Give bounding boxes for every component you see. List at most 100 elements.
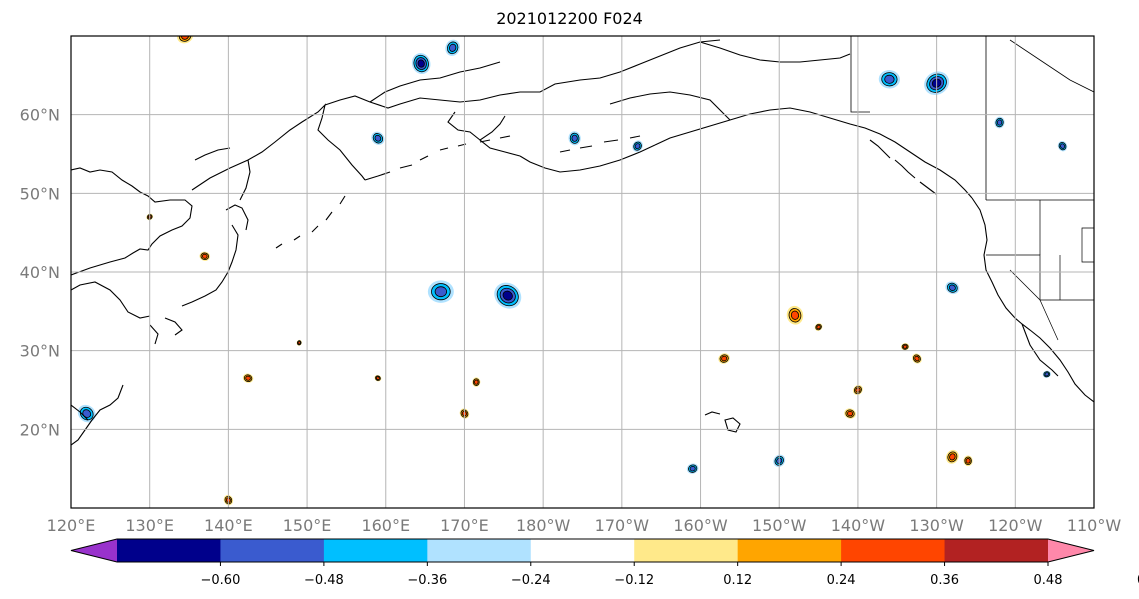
colorbar-label: −0.12 [614, 573, 654, 588]
y-tick-label: 60°N [20, 106, 60, 125]
anomaly-contour-fill [1060, 143, 1066, 149]
anomaly-contour-fill [996, 119, 1003, 126]
anomaly-feature [445, 39, 460, 56]
colorbar: −0.60 −0.48 −0.36 −0.24 −0.12 0.12 0.24 0.36 0.4… [70, 538, 1139, 588]
anomaly-contour-fill [434, 286, 448, 298]
colorbar-segment [117, 539, 221, 562]
anomaly-contour-fill [502, 290, 513, 301]
anomaly-contour-fill [202, 253, 208, 259]
x-tick-label: 130°E [125, 516, 174, 535]
colorbar-label: 0.12 [723, 573, 752, 588]
colorbar-extend-high [1048, 539, 1094, 562]
x-tick-label: 160°E [361, 516, 410, 535]
anomaly-contour-fill [884, 74, 895, 84]
anomaly-feature [1057, 140, 1068, 152]
colorbar-segment [323, 539, 428, 562]
map-title: 2021012200 F024 [496, 9, 643, 28]
anomaly-contour-fill [634, 143, 641, 150]
anomaly-contour-fill [449, 43, 457, 52]
colorbar-segment [427, 539, 532, 562]
anomaly-feature [946, 449, 959, 464]
colorbar-segment [737, 539, 842, 562]
x-tick-label: 150°E [283, 516, 332, 535]
x-tick-label: 170°E [440, 516, 489, 535]
y-tick-label: 30°N [20, 342, 60, 361]
x-tick-label: 180°W [516, 516, 571, 535]
anomaly-contour-fill [474, 379, 479, 385]
anomaly-contour-fill [914, 355, 920, 362]
y-tick-label: 20°N [20, 420, 60, 439]
anomaly-feature [199, 251, 211, 261]
anomaly-feature [296, 339, 302, 346]
anomaly-feature [494, 282, 522, 309]
anomaly-feature [632, 140, 643, 152]
colorbar-label: 0.36 [930, 573, 959, 588]
anomaly-feature [814, 323, 823, 331]
anomaly-feature [878, 70, 901, 89]
x-tick-label: 110°W [1067, 516, 1122, 535]
anomaly-feature [242, 373, 254, 383]
anomaly-feature [371, 131, 385, 145]
anomaly-contour-fill [949, 453, 956, 461]
anomaly-feature [77, 404, 96, 423]
anomaly-feature [427, 280, 454, 303]
colorbar-segment [220, 539, 325, 562]
colorbar-segment [841, 539, 946, 562]
anomaly-feature [786, 305, 804, 325]
anomaly-contour-fill [417, 59, 425, 68]
anomaly-contour-fill [245, 375, 251, 381]
x-tick-label: 120°W [988, 516, 1043, 535]
anomaly-contour-layer [77, 36, 1068, 506]
x-tick-label: 130°W [909, 516, 964, 535]
colorbar-segment [944, 539, 1049, 562]
anomaly-contour-fill [965, 458, 971, 464]
anomaly-contour-fill [297, 341, 301, 345]
anomaly-contour-fill [816, 324, 821, 330]
graticule-grid [71, 36, 1094, 508]
x-tick-label: 120°E [47, 516, 96, 535]
anomaly-contour-fill [571, 134, 578, 142]
x-tick-label: 140°W [831, 516, 886, 535]
anomaly-feature [568, 131, 581, 146]
anomaly-feature [374, 375, 382, 382]
anomaly-contour-fill [790, 310, 800, 320]
anomaly-feature [945, 281, 960, 295]
anomaly-feature [411, 53, 431, 75]
anomaly-feature [686, 463, 699, 474]
colorbar-extend-low [71, 539, 117, 562]
anomaly-contour-fill [847, 410, 854, 417]
axis-ticks: 120°E 130°E 140°E 150°E 160°E 170°E 180°W 170°W… [20, 106, 1122, 535]
anomaly-contour-fill [1044, 372, 1050, 377]
plot-frame [70, 35, 1095, 509]
anomaly-feature [844, 408, 856, 419]
colorbar-label: 0.60 [1137, 573, 1139, 588]
x-tick-label: 150°W [752, 516, 807, 535]
anomaly-contour-fill [948, 284, 956, 291]
colorbar-segment [530, 539, 635, 562]
colorbar-outline [70, 538, 1095, 563]
anomaly-contour-fill [721, 355, 728, 362]
x-tick-label: 140°E [204, 516, 253, 535]
colorbar-label: −0.60 [201, 573, 241, 588]
y-tick-label: 50°N [20, 184, 60, 203]
anomaly-feature [963, 455, 973, 467]
anomaly-feature [718, 353, 730, 364]
y-tick-label: 40°N [20, 263, 60, 282]
colorbar-label: −0.24 [511, 573, 551, 588]
colorbar-label: −0.36 [407, 573, 447, 588]
colorbar-label: 0.24 [827, 573, 856, 588]
anomaly-feature [1042, 370, 1051, 378]
colorbar-label: 0.48 [1034, 573, 1063, 588]
anomaly-feature [472, 377, 481, 387]
anomaly-feature [912, 353, 922, 364]
anomaly-contour-fill [375, 376, 380, 381]
colorbar-segment [634, 539, 739, 562]
x-tick-label: 160°W [673, 516, 728, 535]
colorbar-label: −0.48 [304, 573, 344, 588]
anomaly-contour-fill [374, 134, 382, 142]
anomaly-contour-fill [689, 465, 696, 472]
anomaly-feature [994, 116, 1005, 129]
anomaly-contour-fill [902, 344, 908, 349]
